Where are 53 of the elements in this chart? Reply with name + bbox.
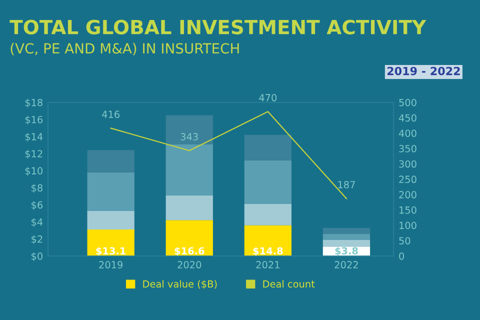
y2-tick-label: 400 [398, 130, 416, 137]
y-tick-label: $12 [25, 150, 42, 159]
bar [166, 195, 213, 220]
annotation: $16.6 [174, 247, 204, 256]
y-tick-label: $6 [32, 201, 43, 210]
y-tick-label: $4 [32, 218, 43, 227]
bar [322, 228, 370, 234]
bar [244, 225, 292, 256]
x-tick-label: 2022 [334, 261, 358, 268]
y2-tick-label: 250 [399, 176, 416, 184]
x-tick-label: 2019 [99, 261, 123, 268]
bar [87, 210, 134, 230]
legend-label: Deal value ($B) [143, 280, 217, 289]
data-label: 416 [102, 110, 120, 118]
bar [322, 240, 370, 247]
y2-tick-label: 450 [398, 114, 416, 122]
chart-title: TOTAL GLOBAL INVESTMENT ACTIVITY [10, 20, 426, 34]
data-label: 343 [180, 133, 198, 140]
annotation: $13.1 [96, 247, 126, 256]
bar [244, 160, 292, 204]
text: 2019 - 2022 [387, 66, 460, 76]
x-tick-label: 2020 [178, 261, 202, 268]
y2-tick-label: 150 [400, 206, 416, 214]
bar [87, 172, 134, 211]
bar [244, 134, 292, 160]
y2-tick-label: 0 [399, 252, 404, 260]
bar [166, 115, 213, 144]
annotation: $14.8 [253, 247, 283, 256]
y2-tick-label: 200 [399, 191, 416, 198]
y-tick-label: $18 [25, 98, 42, 108]
y2-tick-label: 500 [399, 98, 416, 106]
bar [166, 144, 213, 196]
data-label: 470 [259, 94, 277, 102]
data-label: 187 [338, 180, 355, 188]
bar [87, 150, 134, 172]
bar [166, 220, 213, 256]
y-tick-label: $0 [32, 252, 42, 262]
y2-tick-label: 100 [400, 222, 416, 230]
y2-tick-label: 300 [399, 160, 416, 168]
y2-tick-label: 50 [399, 237, 410, 244]
y-tick-label: $16 [25, 116, 43, 125]
bar [322, 234, 370, 240]
y-tick-label: $14 [25, 132, 43, 142]
bar [87, 230, 134, 256]
y2-tick-label: 350 [399, 144, 416, 152]
y-tick-label: $8 [32, 184, 42, 193]
legend-label: Deal count [263, 280, 315, 288]
chart-subtitle: (VC, PE AND M&A) IN INSURTECH [10, 42, 239, 56]
y-tick-label: $10 [25, 166, 42, 176]
x-tick-label: 2021 [256, 261, 280, 268]
y-tick-label: $2 [32, 235, 42, 244]
annotation: $3.8 [335, 247, 358, 256]
bar [244, 204, 292, 226]
